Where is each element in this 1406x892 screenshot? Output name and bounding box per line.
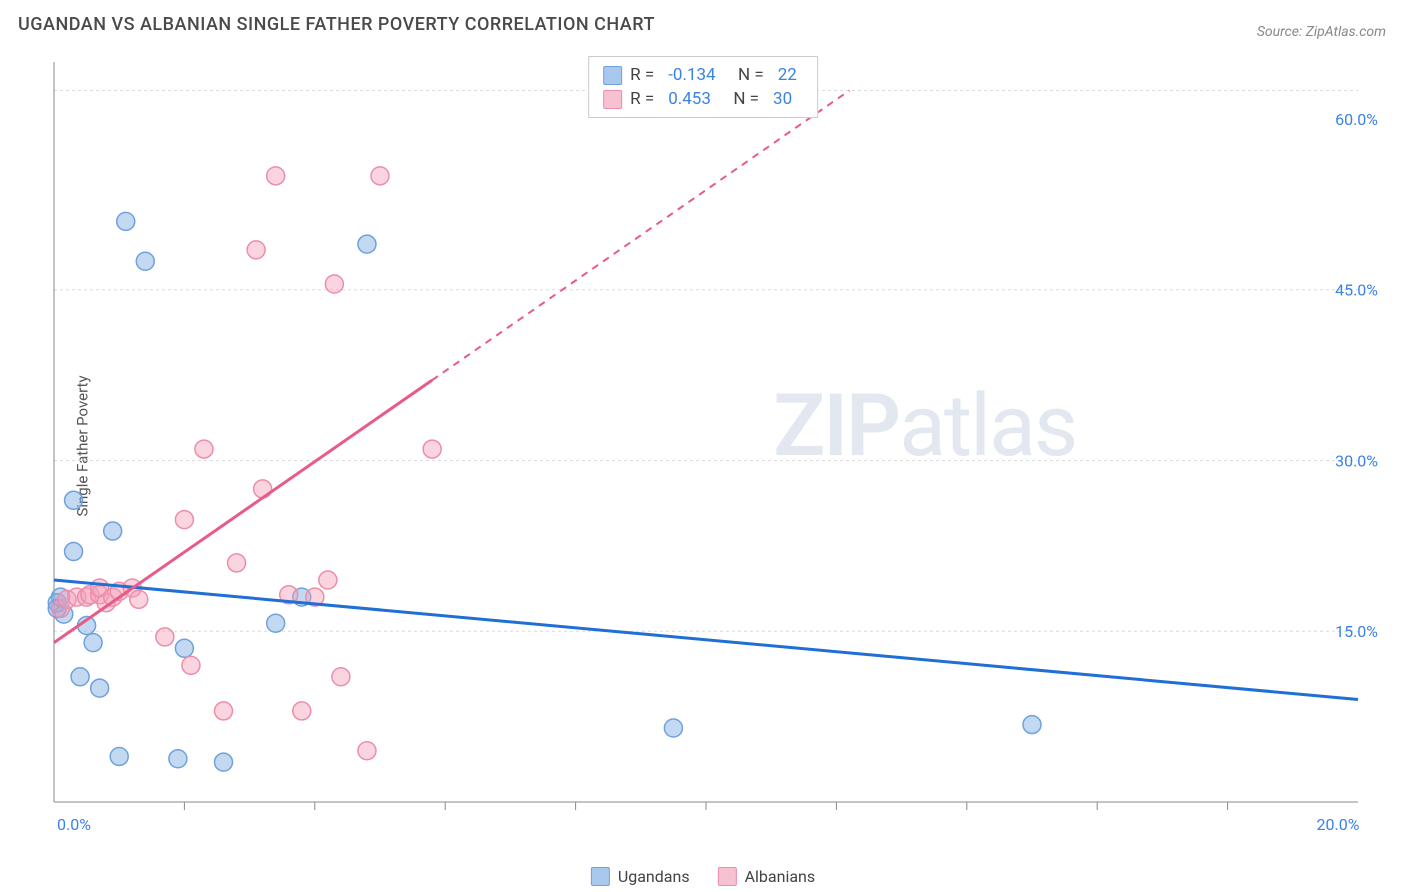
stat-n-label: N = [725,89,759,109]
stat-r-label: R = [630,89,654,109]
svg-text:15.0%: 15.0% [1335,622,1378,641]
stat-r-label: R = [630,65,654,85]
stat-r-value: 0.453 [668,89,711,109]
series-legend: Ugandans Albanians [591,867,815,886]
series-swatch-icon [603,90,622,109]
correlation-stats-box: R = -0.134 N = 22 R = 0.453 N = 30 [588,56,818,118]
stat-r-value: -0.134 [668,65,715,85]
stat-n-value: 30 [773,89,792,109]
stat-n-label: N = [730,65,764,85]
legend-swatch-icon [718,867,737,886]
series-swatch-icon [603,66,622,85]
legend-item: Albanians [718,867,816,886]
svg-text:30.0%: 30.0% [1335,451,1378,470]
svg-text:45.0%: 45.0% [1335,281,1378,300]
scatter-chart-svg: 15.0% 30.0% 45.0% 60.0% 0.0% 20.0% [50,52,1380,832]
svg-text:20.0%: 20.0% [1317,815,1360,834]
stats-row: R = 0.453 N = 30 [603,87,803,111]
legend-swatch-icon [591,867,610,886]
svg-text:0.0%: 0.0% [57,815,91,834]
legend-label: Ugandans [618,867,690,886]
chart-title: UGANDAN VS ALBANIAN SINGLE FATHER POVERT… [18,14,655,35]
stats-row: R = -0.134 N = 22 [603,63,803,87]
source-attribution: Source: ZipAtlas.com [1257,24,1386,40]
legend-label: Albanians [745,867,816,886]
chart-plot-area: 15.0% 30.0% 45.0% 60.0% 0.0% 20.0% [50,52,1380,832]
stat-n-value: 22 [778,65,797,85]
svg-text:60.0%: 60.0% [1335,110,1378,129]
legend-item: Ugandans [591,867,690,886]
